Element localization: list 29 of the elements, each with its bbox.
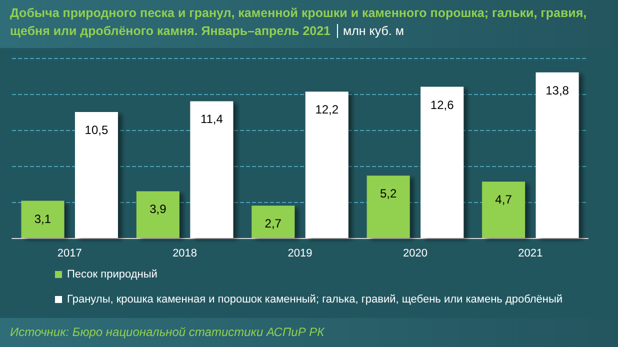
bar xyxy=(420,86,464,238)
data-label: 4,7 xyxy=(495,192,512,207)
bar xyxy=(536,72,579,238)
bar xyxy=(366,176,410,238)
data-label: 12,6 xyxy=(430,98,454,112)
x-tick-label: 2018 xyxy=(172,248,198,260)
text: Источник: Бюро национальной статистики АСПиР РК xyxy=(10,325,324,339)
data-label: 10,5 xyxy=(84,123,108,137)
bar xyxy=(305,92,348,238)
bar xyxy=(482,182,526,238)
bar xyxy=(136,191,180,238)
data-label: 12,2 xyxy=(315,102,339,117)
bar xyxy=(252,206,295,238)
data-label: 5,2 xyxy=(380,186,397,201)
legend-label: Песок природный xyxy=(67,268,158,280)
legend-label: Гранулы, крошка каменная и порошок каменный; галька, гравий, щебень или камень дроблёный xyxy=(67,294,563,306)
data-label: 3,9 xyxy=(150,202,167,216)
bar xyxy=(190,101,234,238)
data-label: 2,7 xyxy=(264,216,282,231)
bar xyxy=(74,112,118,238)
x-tick-label: 2020 xyxy=(402,248,428,260)
x-tick-label: 2019 xyxy=(288,248,312,260)
bar xyxy=(21,200,64,238)
data-label: 3,1 xyxy=(34,212,52,226)
x-tick-label: 2017 xyxy=(57,248,82,260)
x-tick-label: 2021 xyxy=(518,248,543,260)
data-label: 13,8 xyxy=(546,83,570,98)
chart-subtitle: млн куб. м xyxy=(337,24,404,38)
data-label: 11,4 xyxy=(200,112,224,126)
